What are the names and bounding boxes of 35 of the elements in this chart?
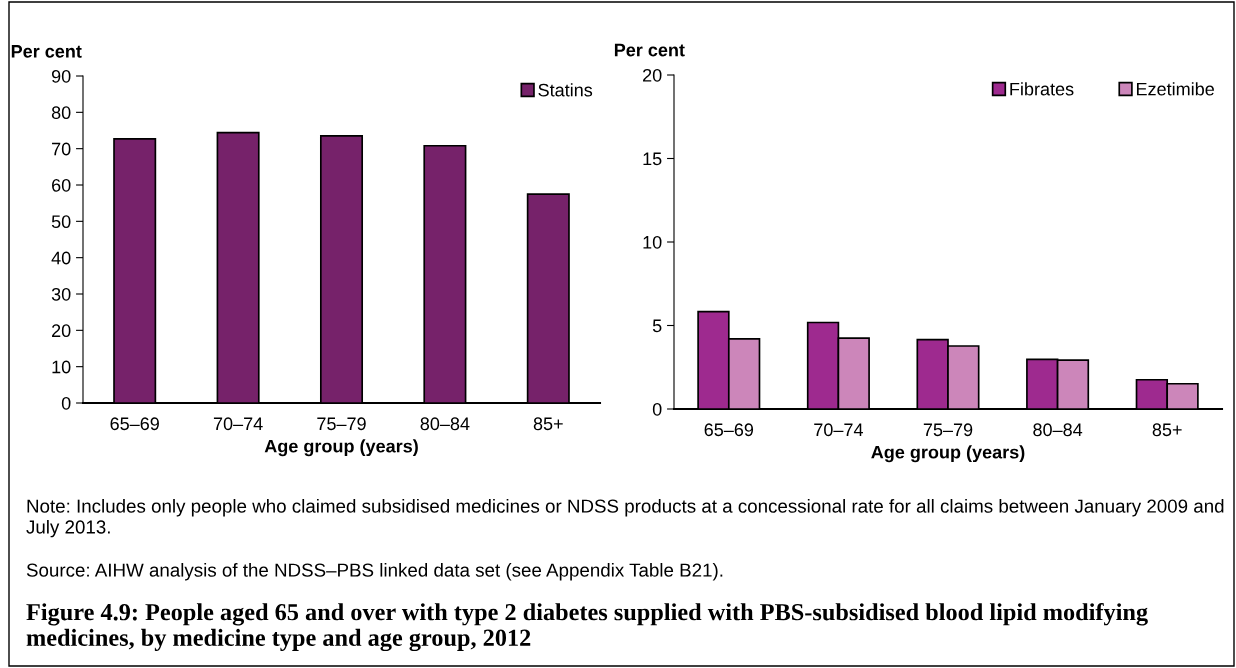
y-tick-label: 10	[52, 360, 71, 374]
x-tick-label: 65–69	[704, 423, 754, 437]
y-tick-label: 0	[652, 402, 662, 416]
legend-label: Fibrates	[1010, 82, 1074, 96]
y-tick-label: 0	[61, 396, 71, 410]
text: Figure 4.9: People aged 65 and over with type 2 diabetes supplied with PBS-subsidised blood lipid modifying medicines, by medicine type and age group, 2012	[26, 603, 1148, 652]
x-tick-label: 70–74	[213, 417, 263, 431]
x-tick-label: 75–79	[317, 417, 366, 431]
y-tick-label: 60	[52, 178, 71, 192]
y-axis-title: Per cent	[614, 43, 685, 57]
y-tick-label: 5	[652, 319, 662, 333]
y-tick-label: 10	[643, 235, 662, 249]
y-tick-label: 15	[643, 152, 662, 166]
x-tick-label: 65–69	[110, 417, 159, 431]
x-tick-label: 80–84	[1033, 423, 1083, 437]
x-tick-label: 70–74	[814, 423, 863, 437]
legend-label: Ezetimibe	[1136, 82, 1214, 96]
x-axis-title: Age group (years)	[264, 439, 418, 457]
y-tick-label: 50	[51, 215, 71, 229]
y-tick-label: 90	[51, 69, 71, 83]
y-axis-title: Per cent	[11, 45, 82, 58]
x-tick-label: 80–84	[420, 417, 470, 431]
text: Note: Includes only people who claimed subsidised medicines or NDSS products at a concessional rate for all claims between January 2009 and July 2013.	[26, 499, 1224, 538]
legend-label: Statins	[538, 83, 593, 97]
y-tick-label: 30	[51, 287, 71, 301]
y-tick-label: 70	[52, 142, 71, 156]
x-tick-label: 85+	[533, 417, 563, 431]
y-tick-label: 20	[52, 324, 71, 338]
x-axis-title: Age group (years)	[871, 445, 1025, 463]
source-note: Source: AIHW analysis of the NDSS–PBS linked data set (see Appendix Table B21).	[26, 563, 723, 581]
x-tick-label: 85+	[1152, 423, 1182, 437]
y-tick-label: 20	[643, 68, 662, 82]
y-tick-label: 80	[51, 106, 71, 120]
x-tick-label: 75–79	[923, 423, 973, 437]
y-tick-label: 40	[51, 251, 71, 265]
